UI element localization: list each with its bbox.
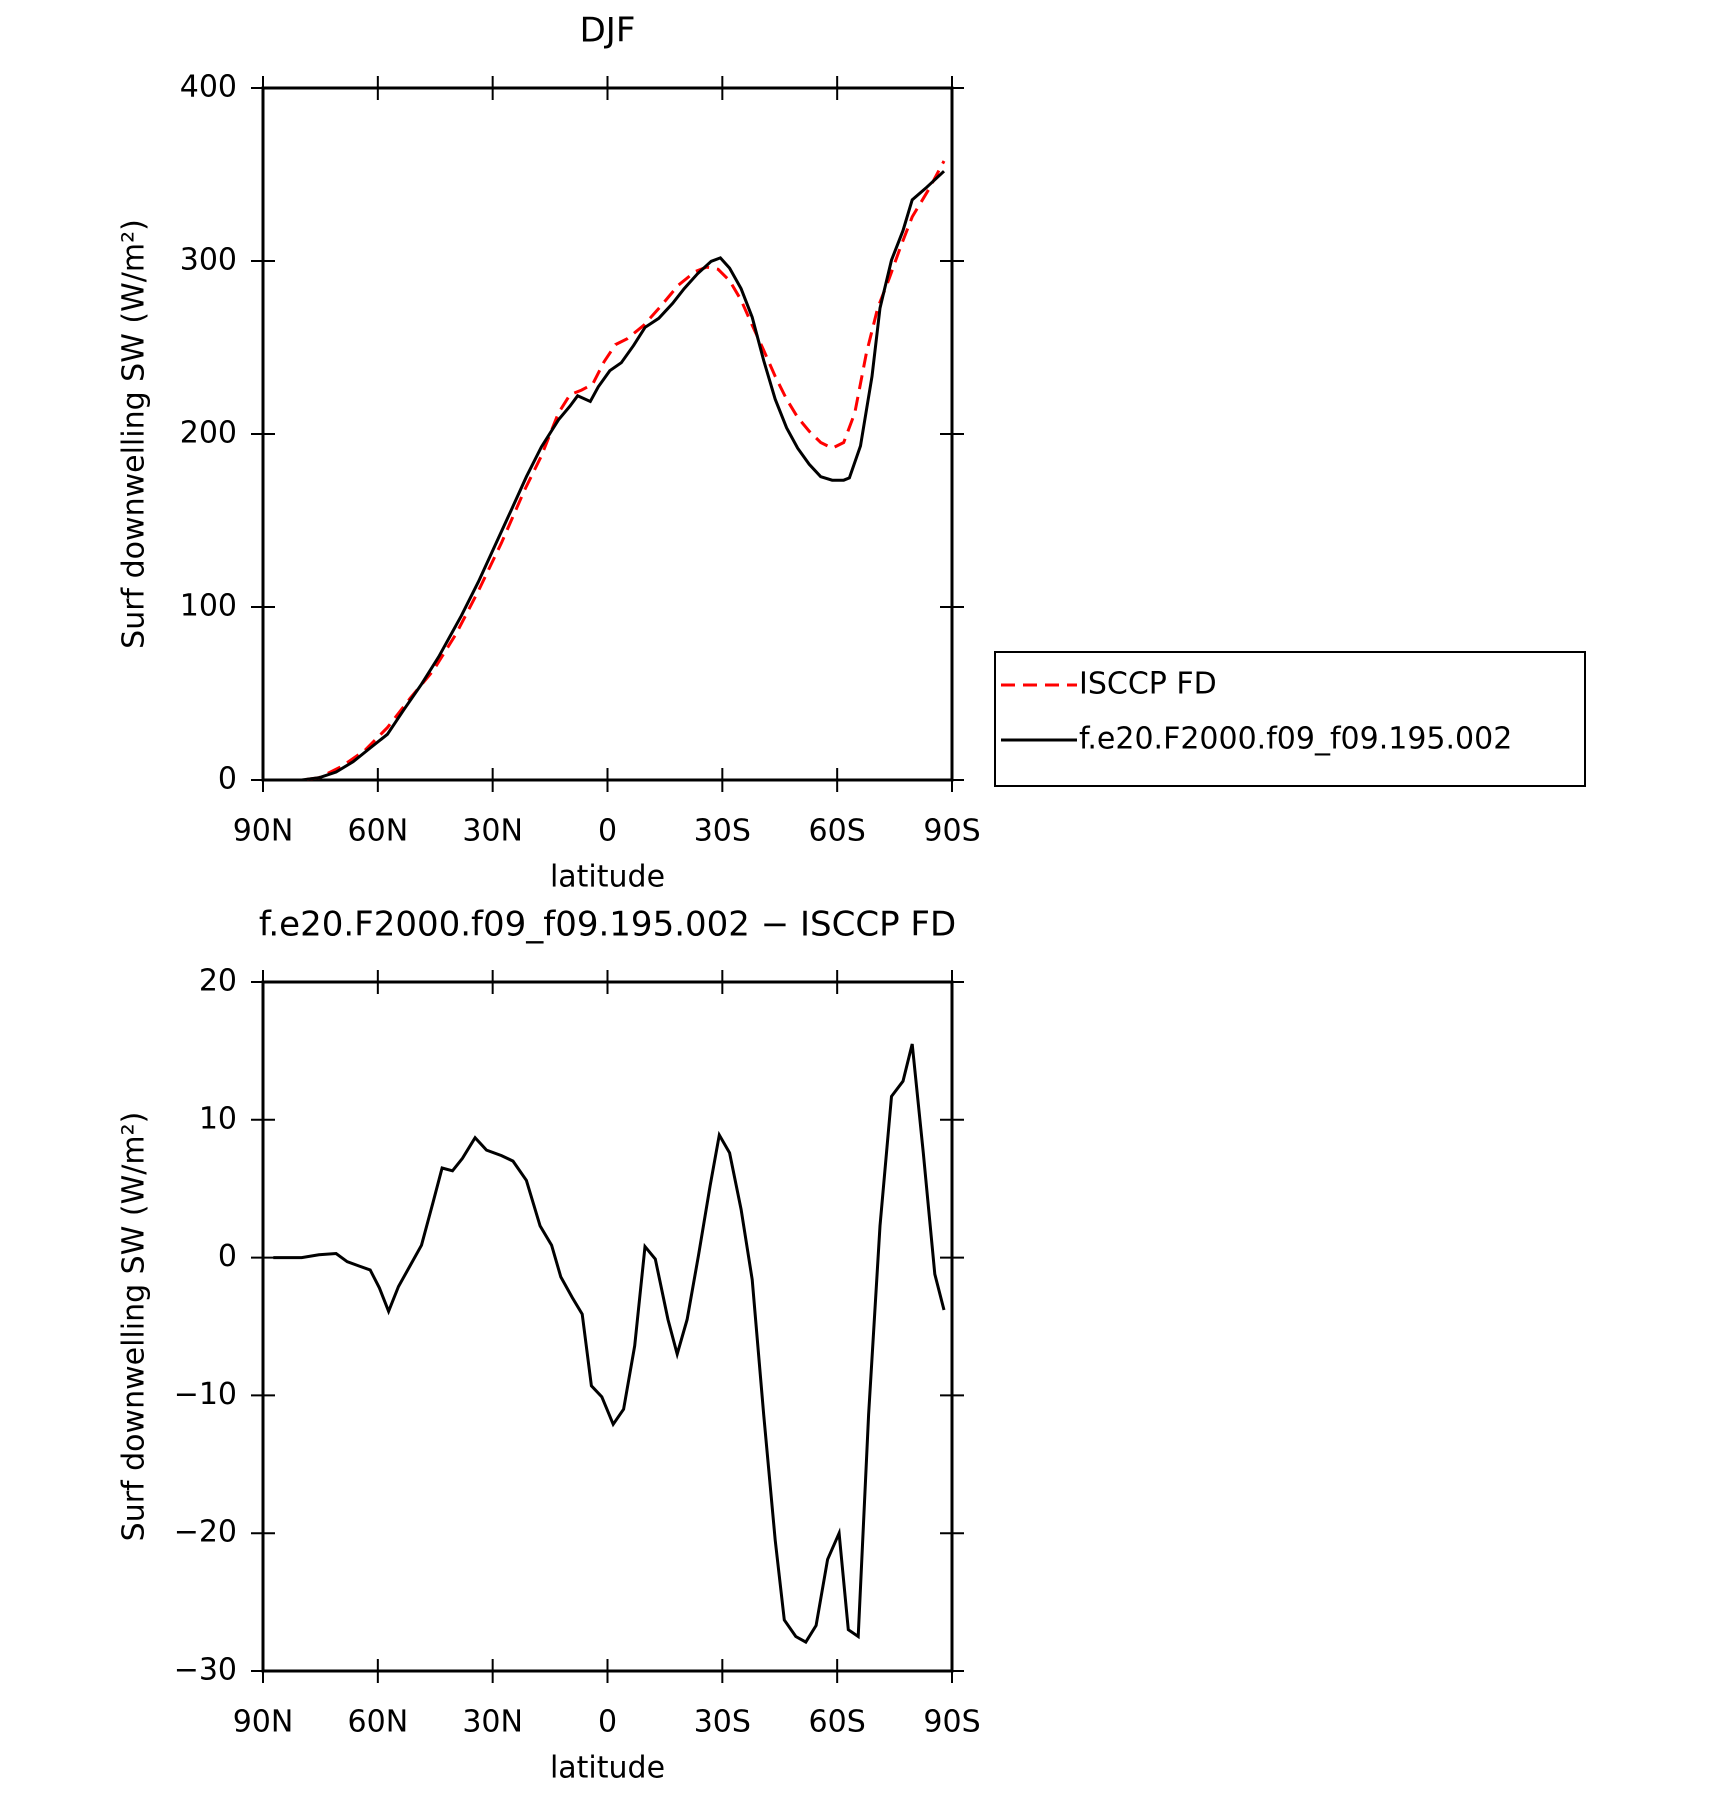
data-line <box>263 160 946 782</box>
y-tick-label: 0 <box>218 762 237 797</box>
x-tick-label: 90N <box>233 814 294 849</box>
y-tick-label: −10 <box>174 1377 237 1412</box>
x-tick-label: 30S <box>694 814 751 849</box>
y-tick-label: 400 <box>180 70 237 105</box>
x-tick-label: 60N <box>348 814 409 849</box>
chart-title: f.e20.F2000.f09_f09.195.002 − ISCCP FD <box>259 905 956 945</box>
y-tick-label: −30 <box>174 1653 237 1688</box>
x-axis-label: latitude <box>550 1751 665 1786</box>
y-tick-label: 10 <box>199 1101 237 1136</box>
data-line <box>263 170 946 782</box>
y-tick-label: −20 <box>174 1515 237 1550</box>
legend-label: ISCCP FD <box>1079 667 1217 702</box>
y-axis-label: Surf downwelling SW (W/m²) <box>117 219 152 649</box>
x-tick-label: 60S <box>809 814 866 849</box>
y-tick-label: 300 <box>180 243 237 278</box>
x-axis-label: latitude <box>550 860 665 895</box>
y-tick-label: 0 <box>218 1239 237 1274</box>
chart-title: DJF <box>580 11 636 51</box>
plot-frame <box>261 86 954 782</box>
legend-box <box>994 651 1586 787</box>
x-tick-label: 90S <box>923 814 980 849</box>
y-tick-label: 20 <box>199 964 237 999</box>
x-tick-label: 30N <box>462 814 523 849</box>
x-tick-label: 0 <box>598 814 617 849</box>
plot-frame <box>261 980 954 1673</box>
x-tick-label: 0 <box>598 1705 617 1740</box>
x-tick-label: 60S <box>809 1705 866 1740</box>
x-tick-label: 60N <box>348 1705 409 1740</box>
x-tick-label: 90N <box>233 1705 294 1740</box>
x-tick-label: 90S <box>923 1705 980 1740</box>
y-axis-label: Surf downwelling SW (W/m²) <box>117 1112 152 1542</box>
x-tick-label: 30S <box>694 1705 751 1740</box>
x-tick-label: 30N <box>462 1705 523 1740</box>
data-line <box>273 1043 946 1645</box>
y-tick-label: 200 <box>180 416 237 451</box>
legend-label: f.e20.F2000.f09_f09.195.002 <box>1079 722 1512 757</box>
y-tick-label: 100 <box>180 589 237 624</box>
